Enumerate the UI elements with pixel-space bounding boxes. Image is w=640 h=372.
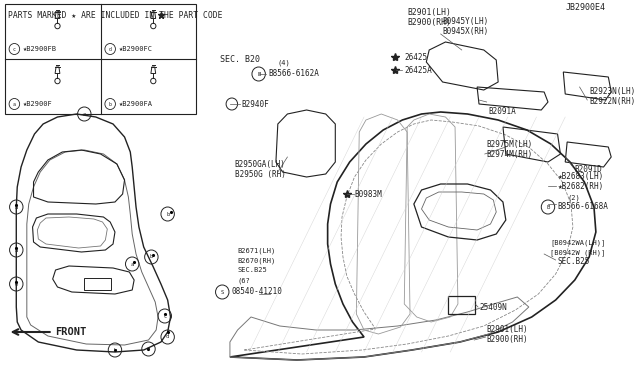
- Text: a: a: [131, 262, 134, 266]
- Text: B8566-6162A: B8566-6162A: [268, 69, 319, 78]
- Text: SEC. B20: SEC. B20: [220, 55, 260, 64]
- Text: (6?: (6?: [237, 277, 250, 283]
- Text: FRONT: FRONT: [56, 327, 87, 337]
- Text: B2923N(LH): B2923N(LH): [589, 87, 636, 96]
- Text: b: b: [113, 347, 116, 353]
- Text: B0945Y(LH): B0945Y(LH): [443, 17, 489, 26]
- Text: a: a: [147, 346, 150, 352]
- Text: 08540-41210: 08540-41210: [232, 287, 283, 296]
- Text: B: B: [547, 205, 550, 209]
- Bar: [449, 296, 475, 314]
- Text: 25409N: 25409N: [479, 303, 507, 312]
- Text: b: b: [150, 254, 153, 260]
- Text: B0945X(RH): B0945X(RH): [443, 27, 489, 36]
- Bar: [4, 4, 196, 114]
- Text: B2940F: B2940F: [241, 99, 269, 109]
- Text: c: c: [13, 46, 16, 51]
- Text: B0983M: B0983M: [355, 189, 382, 199]
- Bar: [84, 278, 111, 290]
- Text: B2974M(RH): B2974M(RH): [486, 150, 533, 159]
- Text: B2900(RH): B2900(RH): [407, 17, 451, 26]
- Text: B2901(LH): B2901(LH): [407, 7, 451, 16]
- Text: B2670(RH): B2670(RH): [237, 257, 276, 263]
- Text: S: S: [221, 289, 224, 295]
- Text: B2091A: B2091A: [488, 107, 516, 116]
- Text: B2900(RH): B2900(RH): [486, 335, 528, 344]
- Text: SEC.B25: SEC.B25: [237, 267, 268, 273]
- Text: (4): (4): [278, 59, 291, 65]
- Text: SEC.B25: SEC.B25: [557, 257, 590, 266]
- Text: b: b: [166, 212, 169, 217]
- Text: ★B2900FB: ★B2900FB: [23, 46, 57, 52]
- Text: 26425: 26425: [404, 52, 428, 61]
- Text: B2950G (RH): B2950G (RH): [235, 170, 285, 179]
- Text: c: c: [163, 314, 166, 318]
- Text: [B0942W (RH)]: [B0942W (RH)]: [550, 249, 605, 256]
- Text: JB2900E4: JB2900E4: [566, 3, 605, 12]
- Text: B8566-6168A: B8566-6168A: [557, 202, 609, 211]
- Text: (2): (2): [567, 194, 580, 201]
- Text: a: a: [83, 112, 86, 116]
- Text: b: b: [109, 102, 111, 106]
- Text: B2975M(LH): B2975M(LH): [486, 140, 533, 149]
- Text: ★B2683(LH): ★B2683(LH): [557, 172, 604, 181]
- Text: ★B2900FA: ★B2900FA: [119, 101, 153, 107]
- Text: d: d: [166, 334, 169, 340]
- Text: B2091D: B2091D: [575, 165, 602, 174]
- Text: B: B: [257, 71, 260, 77]
- Text: B2950GA(LH): B2950GA(LH): [235, 160, 285, 169]
- Text: a: a: [15, 205, 18, 209]
- Text: e: e: [15, 282, 18, 286]
- Text: a: a: [15, 247, 18, 253]
- Text: B2922N(RH): B2922N(RH): [589, 97, 636, 106]
- Text: d: d: [109, 46, 111, 51]
- Text: PARTS MARKED ★ ARE INCLUDED IN THE PART CODE: PARTS MARKED ★ ARE INCLUDED IN THE PART …: [8, 10, 222, 19]
- Text: ★B2900FC: ★B2900FC: [119, 46, 153, 52]
- Text: B2671(LH): B2671(LH): [237, 247, 276, 253]
- Text: a: a: [13, 102, 16, 106]
- Text: 26425A: 26425A: [404, 65, 432, 74]
- Text: [B0942WA(LH)]: [B0942WA(LH)]: [550, 239, 605, 246]
- Text: ★B2900F: ★B2900F: [23, 101, 52, 107]
- Text: ★B2682(RH): ★B2682(RH): [557, 182, 604, 191]
- Text: B2901(LH): B2901(LH): [486, 325, 528, 334]
